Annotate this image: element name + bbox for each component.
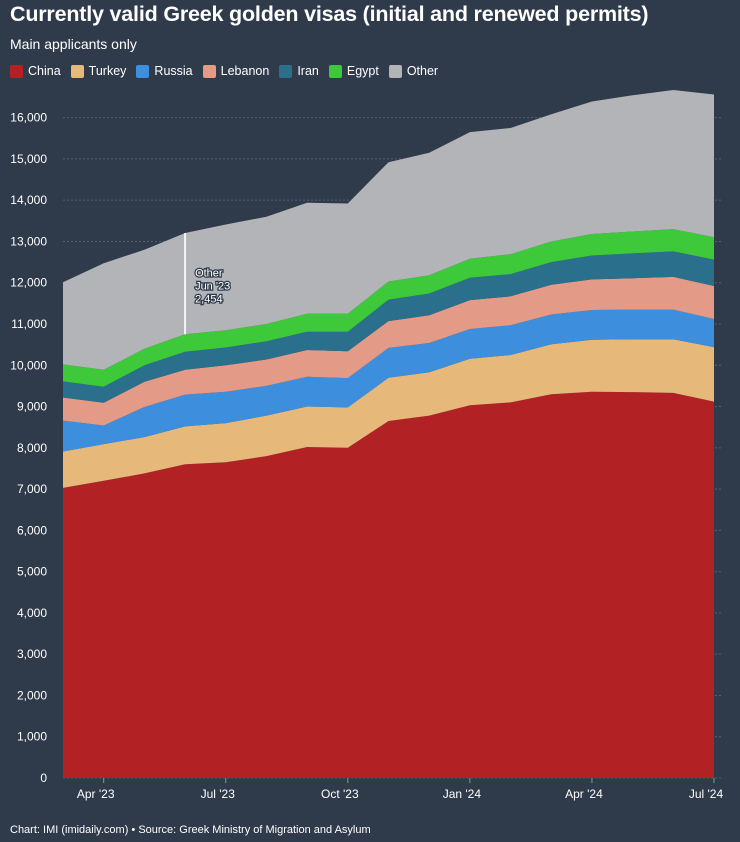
area-lebanon bbox=[63, 276, 714, 426]
legend-swatch-lebanon bbox=[202, 64, 216, 78]
y-tick-label: 16,000 bbox=[10, 111, 47, 125]
tooltip-line: Other bbox=[195, 267, 223, 279]
y-tick-label: 8,000 bbox=[17, 441, 47, 455]
chart-title: Currently valid Greek golden visas (init… bbox=[10, 2, 649, 26]
area-iran bbox=[63, 251, 714, 403]
legend-label-lebanon: Lebanon bbox=[220, 64, 270, 78]
x-tick-label: Apr '24 bbox=[565, 787, 603, 801]
y-tick-label: 7,000 bbox=[17, 482, 47, 496]
legend-swatch-russia bbox=[136, 64, 150, 78]
y-tick-label: 15,000 bbox=[10, 152, 47, 166]
y-tick-label: 10,000 bbox=[10, 358, 47, 372]
y-tick-label: 4,000 bbox=[17, 606, 47, 620]
legend-swatch-turkey bbox=[70, 64, 84, 78]
y-tick-label: 6,000 bbox=[17, 523, 47, 537]
tooltip-line: Jun '23 bbox=[195, 280, 230, 292]
y-tick-label: 11,000 bbox=[11, 317, 47, 331]
legend-swatch-iran bbox=[279, 64, 293, 78]
y-tick-label: 3,000 bbox=[17, 647, 47, 661]
chart-footer: Chart: IMI (imidaily.com) • Source: Gree… bbox=[10, 824, 371, 836]
area-other bbox=[63, 90, 714, 370]
x-tick-label: Oct '23 bbox=[321, 787, 359, 801]
legend-label-china: China bbox=[28, 64, 61, 78]
stacked-area-chart: 0 1,000 2,000 3,000 4,000 5,000 6,000 7,000 8,00… bbox=[10, 90, 724, 801]
y-tick-label: 2,000 bbox=[17, 688, 47, 702]
y-tick-label: 1,000 bbox=[17, 730, 47, 744]
legend-swatch-china bbox=[10, 64, 23, 78]
area-russia bbox=[63, 309, 714, 452]
y-tick-label: 13,000 bbox=[10, 234, 47, 248]
legend-item-china[interactable]: China bbox=[10, 64, 61, 78]
y-tick-label: 5,000 bbox=[17, 565, 47, 579]
y-tick-label: 0 bbox=[40, 771, 47, 785]
legend-label-other: Other bbox=[406, 64, 439, 78]
x-tick-label: Jul '23 bbox=[201, 787, 236, 801]
legend-label-turkey: Turkey bbox=[88, 64, 127, 78]
legend-swatch-other bbox=[388, 64, 402, 78]
legend-label-russia: Russia bbox=[154, 64, 193, 78]
legend: China Turkey Russia Lebanon Iran Egypt Other bbox=[10, 64, 448, 78]
x-tick-label: Apr '23 bbox=[77, 787, 115, 801]
y-tick-label: 14,000 bbox=[10, 193, 47, 207]
legend-label-iran: Iran bbox=[297, 64, 319, 78]
legend-label-egypt: Egypt bbox=[346, 64, 379, 78]
legend-item-lebanon[interactable]: Lebanon bbox=[202, 64, 270, 78]
tooltip-line: 2,454 bbox=[195, 293, 223, 305]
legend-item-egypt[interactable]: Egypt bbox=[328, 64, 379, 78]
area-turkey bbox=[63, 339, 714, 488]
x-tick-label: Jan '24 bbox=[443, 787, 482, 801]
area-egypt bbox=[63, 229, 714, 387]
legend-item-turkey[interactable]: Turkey bbox=[70, 64, 127, 78]
legend-item-other[interactable]: Other bbox=[388, 64, 439, 78]
x-tick-label: Jul '24 bbox=[689, 787, 724, 801]
legend-item-iran[interactable]: Iran bbox=[279, 64, 319, 78]
legend-swatch-egypt bbox=[328, 64, 342, 78]
legend-item-russia[interactable]: Russia bbox=[136, 64, 193, 78]
y-tick-label: 12,000 bbox=[10, 276, 47, 290]
y-tick-label: 9,000 bbox=[17, 400, 47, 414]
area-china bbox=[63, 391, 714, 778]
chart-subtitle: Main applicants only bbox=[10, 36, 137, 52]
